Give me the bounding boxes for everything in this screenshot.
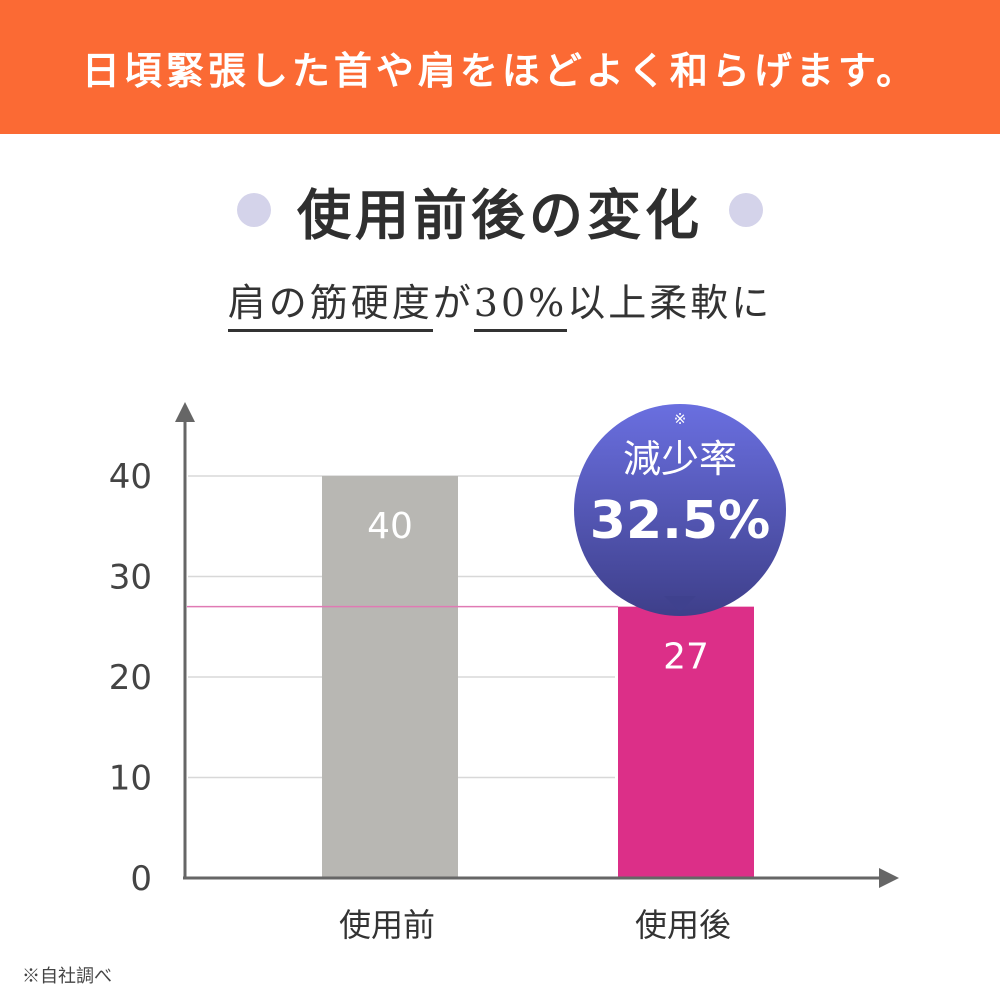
bar-before [322,476,458,878]
footnote: ※自社調べ [22,966,112,987]
right-dot-icon [729,193,763,227]
axes [175,402,899,888]
bar-chart: 0 10 20 30 40 使用前 使用後 40 27 ※ 減少率 32.5% [109,402,899,944]
callout-mark: ※ [674,410,687,428]
y-axis-arrow-icon [175,402,195,422]
subheading: 肩の筋硬度が30%以上柔軟に [0,272,1000,332]
banner-text: 日頃緊張した首や肩をほどよく和らげます。 [81,47,919,93]
x-category-label: 使用前 [339,906,435,944]
left-dot-icon [237,193,271,227]
y-tick-label: 30 [109,558,152,598]
heading-text: 使用前後の変化 [297,182,703,247]
y-tick-label: 40 [109,457,152,497]
y-tick-label: 20 [109,658,152,698]
subheading-underlined-1: 肩の筋硬度 [227,281,433,332]
callout-pointer [664,596,696,612]
x-category-label: 使用後 [635,906,731,944]
y-tick-label: 10 [109,759,152,799]
callout-value: 32.5% [590,491,770,551]
bar-after [618,606,754,878]
reduction-callout: ※ 減少率 32.5% [574,404,786,616]
bar-data-label: 40 [367,506,413,547]
subheading-tail: 以上柔軟に [567,281,773,325]
subheading-underlined-2: 30% [473,281,568,332]
x-axis-arrow-icon [879,868,899,888]
y-tick-label: 0 [130,859,152,899]
top-banner: 日頃緊張した首や肩をほどよく和らげます。 [0,0,1000,134]
subheading-particle: が [432,281,474,325]
bar-data-label: 27 [663,637,709,678]
section-heading: 使用前後の変化 [0,170,1000,250]
callout-bubble [574,404,786,616]
callout-label: 減少率 [623,437,737,481]
